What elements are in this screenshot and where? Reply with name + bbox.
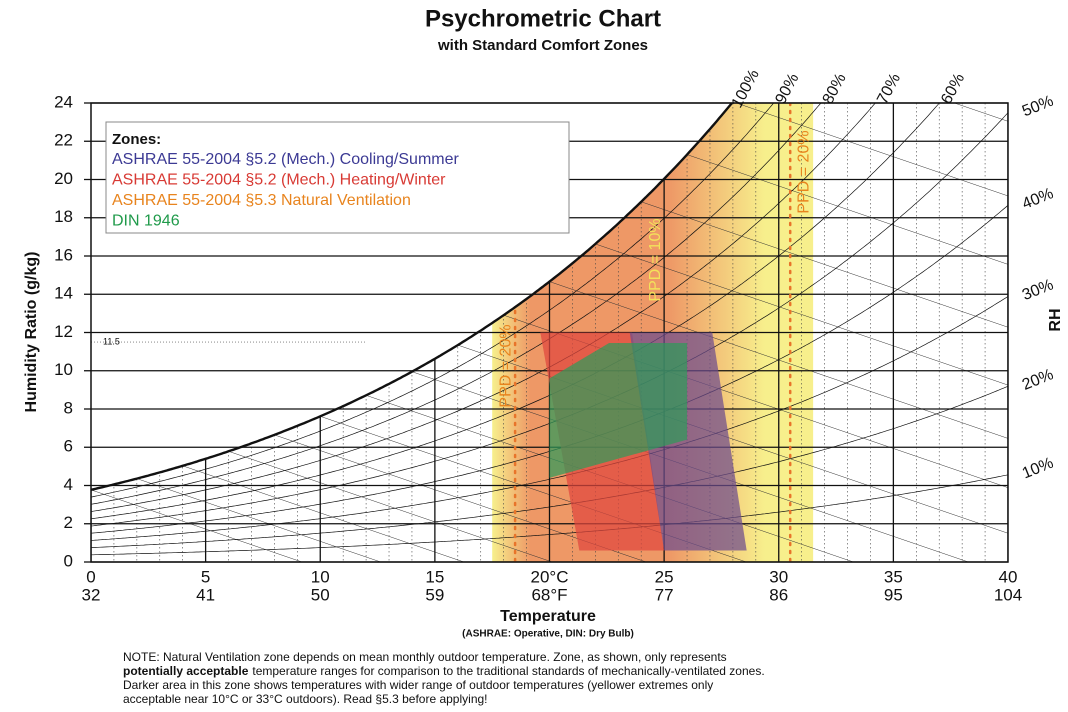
saturation-curve xyxy=(90,102,733,491)
y-tick-label: 20 xyxy=(54,169,73,188)
x-tick-label-f: 77 xyxy=(655,585,674,604)
x-tick-label: 15 xyxy=(425,567,444,586)
legend-entry: ASHRAE 55-2004 §5.3 Natural Ventilation xyxy=(112,192,411,209)
x-tick-label-f: 41 xyxy=(196,585,215,604)
rh-label: 90% xyxy=(772,71,802,107)
y-tick-label: 22 xyxy=(54,131,73,150)
wet-bulb-line xyxy=(686,154,1008,265)
y-tick-label: 2 xyxy=(64,513,73,532)
x-tick-label: 5 xyxy=(201,567,210,586)
rh-curve xyxy=(90,102,822,505)
ppd-label: PPD = 20% xyxy=(795,130,812,213)
rh-curve xyxy=(90,102,940,520)
plot-frame xyxy=(90,102,1009,563)
x-axis-sublabel: (ASHRAE: Operative, DIN: Dry Bulb) xyxy=(462,629,634,640)
x-tick-label: 20°C xyxy=(531,567,569,586)
legend-title: Zones: xyxy=(112,131,161,148)
x-tick-label: 10 xyxy=(311,567,330,586)
wet-bulb-line xyxy=(136,478,381,562)
rh-curve xyxy=(90,385,1009,548)
front-layer xyxy=(513,103,792,562)
wet-bulb-line xyxy=(549,281,1008,439)
chart-title: Psychrometric Chart xyxy=(425,5,661,32)
x-tick-label-f: 104 xyxy=(994,585,1022,604)
rh-curve xyxy=(90,102,774,498)
y-tick-label: 4 xyxy=(64,475,73,494)
rh-curve xyxy=(91,474,1009,556)
x-tick-label: 40 xyxy=(999,567,1018,586)
wet-bulb-line xyxy=(91,489,303,562)
note-bold: potentially acceptable xyxy=(123,664,249,678)
note-line: NOTE: Natural Ventilation zone depends o… xyxy=(123,650,727,664)
ppd-label: PPD = 10% xyxy=(647,218,664,301)
note-line: Darker area in this zone shows temperatu… xyxy=(123,678,714,692)
wet-bulb-line xyxy=(595,243,1008,386)
x-tick-label-f: 68°F xyxy=(531,585,567,604)
rh-curve xyxy=(90,102,876,512)
note-line: acceptable near 10°C or 33°C outdoors). … xyxy=(123,692,488,706)
rh-label: 70% xyxy=(874,71,904,107)
x-tick-label-f: 32 xyxy=(82,585,101,604)
y-tick-label: 6 xyxy=(64,437,73,456)
x-tick-label: 25 xyxy=(655,567,674,586)
rh-axis-label: RH xyxy=(1047,308,1064,331)
legend-box xyxy=(105,121,570,234)
wet-bulb-line xyxy=(182,465,464,562)
rh-label: 20% xyxy=(1020,366,1056,394)
x-tick-label-f: 59 xyxy=(425,585,444,604)
rh-curve xyxy=(90,296,1009,541)
rh-label: 40% xyxy=(1020,185,1056,213)
legend-entry: DIN 1946 xyxy=(112,213,180,230)
rh-label: 10% xyxy=(1020,455,1056,483)
y-tick-label: 8 xyxy=(64,398,73,417)
ppd-label: PPD = 20% xyxy=(497,324,514,407)
x-axis-label: Temperature xyxy=(500,608,596,625)
rh-label: 60% xyxy=(938,71,968,107)
rh-label: 80% xyxy=(820,71,850,107)
y-tick-label: 10 xyxy=(54,360,73,379)
y-tick-label: 18 xyxy=(54,207,73,226)
legend-entry: ASHRAE 55-2004 §5.2 (Mech.) Cooling/Summ… xyxy=(112,151,459,168)
x-tick-label-f: 86 xyxy=(769,585,788,604)
y-tick-label: 12 xyxy=(54,322,73,341)
wet-bulb-line xyxy=(962,0,1068,562)
wet-bulb-line xyxy=(641,201,1008,328)
x-tick-label-f: 50 xyxy=(311,585,330,604)
x-tick-label: 35 xyxy=(884,567,903,586)
x-tick-label-f: 95 xyxy=(884,585,903,604)
note-line: potentially acceptable temperature ranges… xyxy=(123,664,765,678)
y-tick-label: 24 xyxy=(54,92,73,111)
comfort-zone xyxy=(549,343,688,478)
y-tick-label: 0 xyxy=(64,551,73,570)
y-tick-label: 14 xyxy=(54,284,73,303)
reference-label: 11.5 xyxy=(103,336,120,346)
chart-subtitle: with Standard Comfort Zones xyxy=(437,37,648,54)
legend-entry: ASHRAE 55-2004 §5.2 (Mech.) Heating/Wint… xyxy=(112,172,446,189)
x-tick-label: 0 xyxy=(86,567,95,586)
y-tick-label: 16 xyxy=(54,245,73,264)
wet-bulb-line xyxy=(228,451,553,562)
x-tick-label: 30 xyxy=(769,567,788,586)
rh-label: 50% xyxy=(1020,93,1056,121)
note: NOTE: Natural Ventilation zone depends o… xyxy=(123,650,765,706)
y-axis-label: Humidity Ratio (g/kg) xyxy=(23,252,40,413)
note-text: temperature ranges for comparison to the… xyxy=(252,664,765,678)
wet-bulb-line xyxy=(735,103,1008,197)
rh-label: 30% xyxy=(1020,276,1056,304)
